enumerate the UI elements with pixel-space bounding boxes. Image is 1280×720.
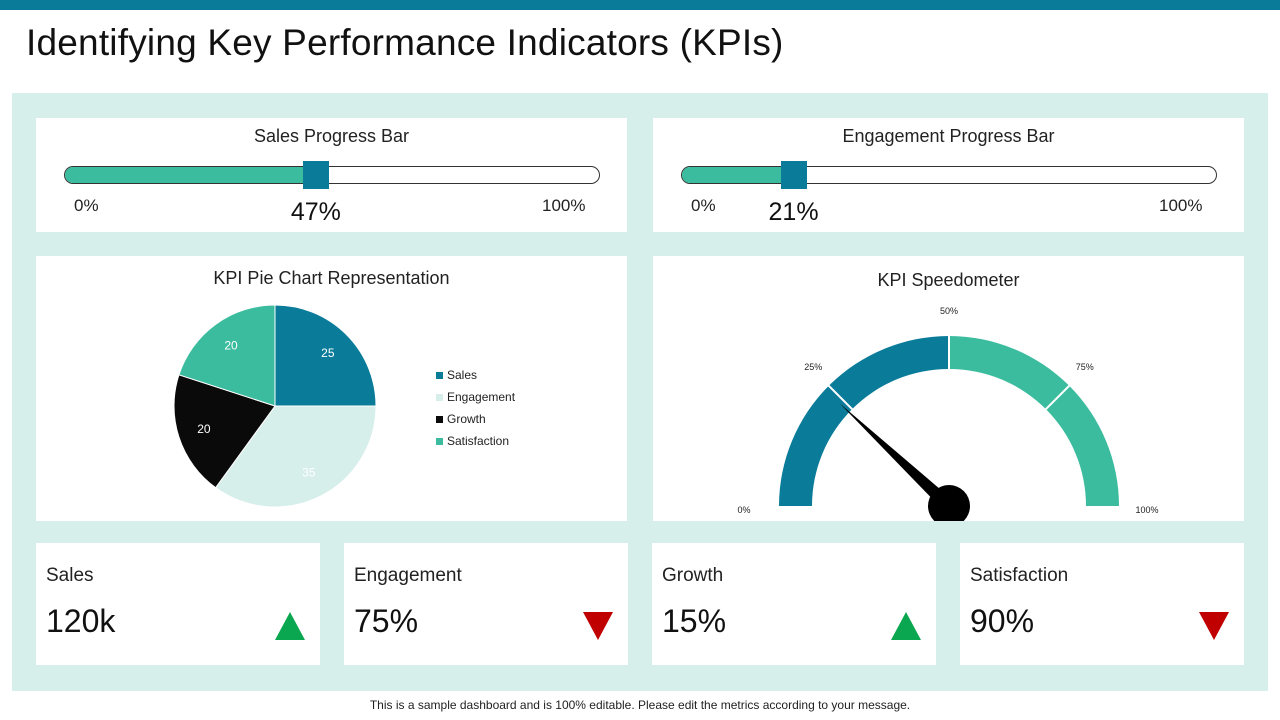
kpi-value: 75% (354, 603, 419, 639)
pie-slice-engagement (214, 405, 377, 508)
kpi-label: Growth (662, 565, 724, 586)
sales-progress-value: 47% (290, 198, 341, 226)
pie-chart-title: KPI Pie Chart Representation (213, 268, 450, 288)
engagement-progress-min: 0% (691, 196, 716, 215)
trend-arrow-shape (891, 612, 921, 640)
sales-progress-min: 0% (74, 196, 99, 215)
legend-label-sales: Sales (447, 368, 478, 382)
kpi-tile-growth: Growth 15% (652, 543, 936, 665)
engagement-progress-value: 21% (768, 198, 819, 226)
pie-chart-card: KPI Pie Chart Representation 25 35 20 20 Sa… (36, 256, 627, 521)
pie-legend: Sales Engagement Growth Satisfaction (436, 364, 515, 452)
sales-progress-thumb[interactable] (302, 161, 329, 189)
pie-slice-satisfaction (178, 304, 276, 407)
gauge-label-1: 25% (804, 362, 822, 372)
kpi-label: Engagement (354, 565, 462, 586)
kpi-tile-engagement: Engagement 75% (344, 543, 628, 665)
legend-swatch-sales (436, 371, 443, 379)
pie-label-growth: 20 (197, 422, 211, 436)
kpi-value: 90% (970, 603, 1035, 639)
legend-swatch-engagement (436, 393, 443, 401)
legend-label-growth: Growth (447, 412, 486, 426)
engagement-progress-fill (682, 167, 795, 183)
kpi-label: Satisfaction (970, 565, 1069, 586)
pie-slice-growth (173, 374, 276, 489)
footer-note: This is a sample dashboard and is 100% e… (369, 698, 911, 712)
gauge-label-0: 0% (737, 505, 750, 515)
pie-label-engagement: 35 (302, 466, 316, 480)
pie-label-sales: 25 (321, 346, 335, 360)
page-title: Identifying Key Performance Indicators (… (26, 22, 784, 63)
pie-chart: 25 35 20 20 (173, 304, 377, 508)
engagement-progress-max: 100% (1159, 196, 1203, 215)
sales-progress-fill (65, 167, 317, 183)
gauge-band-1 (779, 336, 949, 506)
speedometer-card: KPI Speedometer 0% 25% 50% 75% 100% (653, 256, 1244, 521)
speedometer-title: KPI Speedometer (877, 270, 1020, 290)
kpi-tile-satisfaction: Satisfaction 90% (960, 543, 1244, 665)
legend-label-engagement: Engagement (447, 390, 516, 404)
sales-progress-title: Sales Progress Bar (253, 126, 410, 146)
legend-item-satisfaction: Satisfaction (436, 430, 515, 452)
pie-label-satisfaction: 20 (224, 339, 238, 353)
kpi-label: Sales (46, 565, 94, 586)
engagement-progress-track (681, 166, 1217, 184)
gauge-needle-hub (928, 485, 970, 521)
trend-arrow-shape (583, 612, 613, 640)
gauge-needle (839, 403, 954, 512)
speedometer-gauge: 0% 25% 50% 75% 100% (737, 306, 1159, 521)
gauge-band-2 (949, 336, 1119, 506)
engagement-progress-title: Engagement Progress Bar (842, 126, 1055, 146)
dashboard-board: Sales Progress Bar 0% 47% 100% Engagemen… (12, 93, 1268, 691)
legend-label-satisfaction: Satisfaction (447, 434, 510, 448)
sales-progress-track (64, 166, 600, 184)
kpi-value: 15% (662, 603, 727, 639)
trend-arrow-shape (275, 612, 305, 640)
engagement-progress-card: Engagement Progress Bar 0% 21% 100% (653, 118, 1244, 232)
pie-slice-sales (274, 304, 377, 407)
legend-item-growth: Growth (436, 408, 515, 430)
gauge-tick-1 (826, 383, 855, 412)
legend-swatch-growth (436, 415, 443, 423)
trend-down-icon (1199, 612, 1229, 640)
kpi-value: 120k (46, 603, 116, 639)
legend-swatch-satisfaction (436, 437, 443, 445)
trend-arrow-shape (1199, 612, 1229, 640)
gauge-label-4: 100% (1135, 505, 1158, 515)
top-accent-bar (0, 0, 1280, 10)
sales-progress-max: 100% (542, 196, 586, 215)
trend-down-icon (583, 612, 613, 640)
kpi-tile-sales: Sales 120k (36, 543, 320, 665)
trend-up-icon (891, 612, 921, 640)
gauge-label-2: 50% (940, 306, 958, 316)
sales-progress-card: Sales Progress Bar 0% 47% 100% (36, 118, 627, 232)
trend-up-icon (275, 612, 305, 640)
legend-item-sales: Sales (436, 364, 515, 386)
engagement-progress-thumb[interactable] (780, 161, 807, 189)
gauge-label-3: 75% (1076, 362, 1094, 372)
legend-item-engagement: Engagement (436, 386, 515, 408)
gauge-tick-3 (1043, 383, 1072, 412)
